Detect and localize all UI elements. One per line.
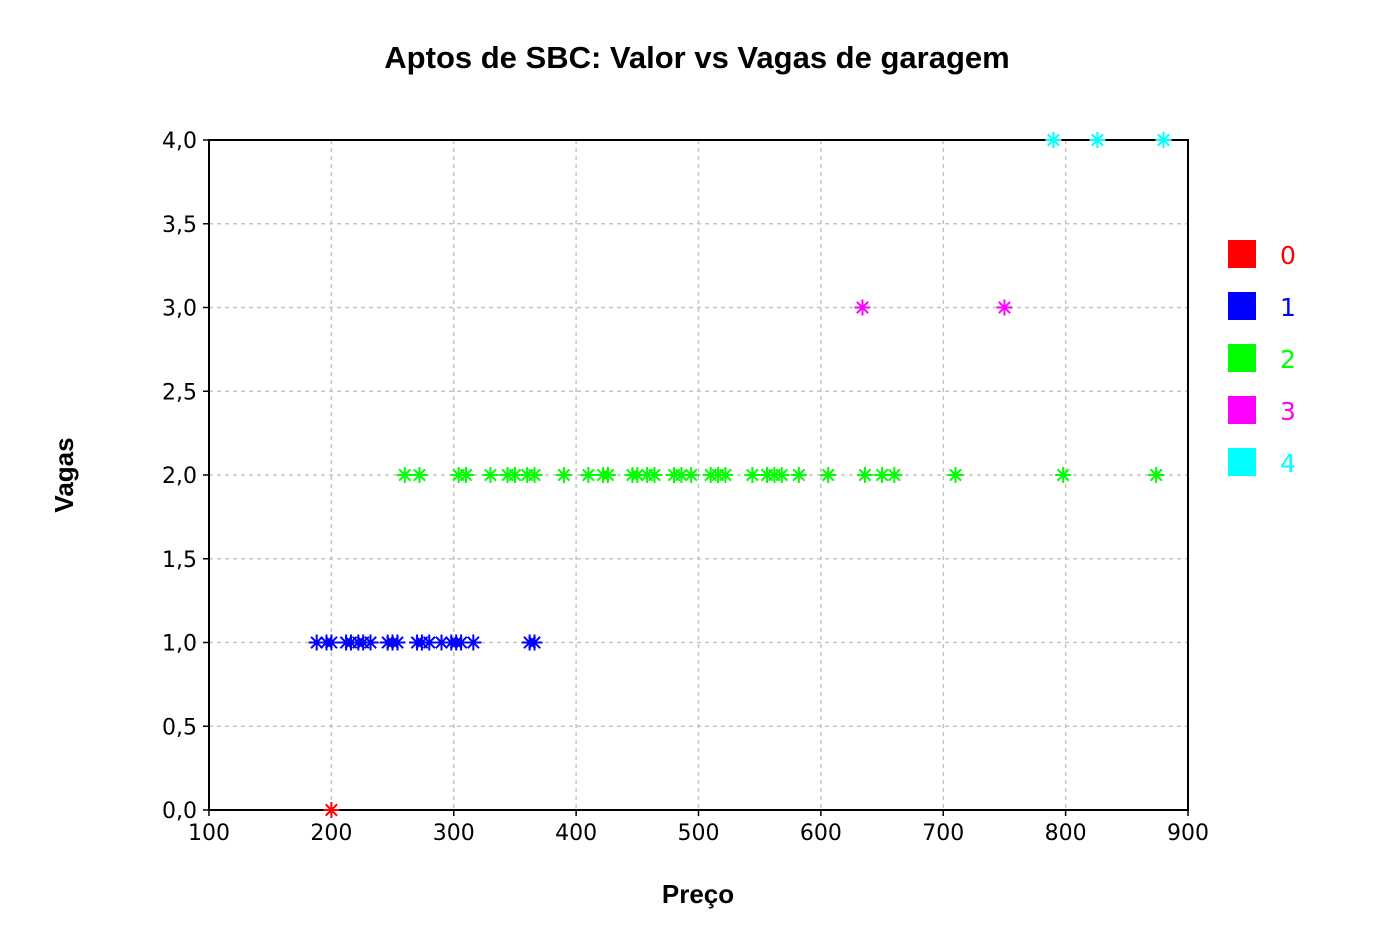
x-tick-label: 200	[310, 821, 352, 846]
x-tick-label: 500	[678, 821, 720, 846]
data-point-series-1	[389, 634, 406, 651]
data-point-series-2	[744, 467, 761, 483]
y-tick-label: 2,0	[162, 464, 197, 489]
y-tick-label: 0,5	[162, 715, 197, 740]
legend-item: 4	[1228, 448, 1296, 478]
x-tick-label: 800	[1045, 821, 1087, 846]
chart-title: Aptos de SBC: Valor vs Vagas de garagem	[384, 40, 1009, 75]
data-point-series-2	[482, 467, 499, 483]
y-tick-label: 3,0	[162, 297, 197, 322]
legend-item: 0	[1228, 240, 1296, 270]
legend-item: 1	[1228, 292, 1296, 322]
data-point-series-2	[717, 467, 734, 483]
legend-swatch	[1228, 396, 1256, 424]
x-tick-label: 700	[922, 821, 964, 846]
x-tick-label: 600	[800, 821, 842, 846]
legend-label: 2	[1280, 345, 1296, 374]
data-point-series-2	[599, 467, 616, 483]
data-point-series-1	[362, 634, 379, 651]
y-tick-label: 0,0	[162, 799, 197, 824]
data-point-series-3	[854, 299, 871, 316]
y-axis-ticks: 0,0 0,5 1,0 1,5 2,0 2,5 3,0 3,5 4,0	[162, 129, 209, 824]
data-point-series-2	[580, 467, 597, 483]
data-point-series-4	[1089, 132, 1106, 148]
data-point-series-2	[790, 467, 807, 483]
data-point-series-2	[646, 467, 663, 483]
legend-swatch	[1228, 240, 1256, 268]
x-axis-ticks: 100 200 300 400 500 600 700 800 900	[188, 810, 1209, 846]
data-point-series-2	[820, 467, 837, 483]
data-point-series-3	[996, 299, 1013, 316]
legend: 0 1 2 3 4	[1228, 240, 1296, 478]
y-tick-label: 2,5	[162, 380, 197, 405]
legend-swatch	[1228, 448, 1256, 476]
data-point-series-2	[457, 467, 474, 483]
data-point-series-2	[411, 467, 428, 483]
x-tick-label: 100	[188, 821, 230, 846]
data-point-series-2	[555, 467, 572, 483]
data-point-series-2	[947, 467, 964, 483]
x-tick-label: 400	[555, 821, 597, 846]
data-point-series-4	[1045, 132, 1062, 148]
data-point-series-0	[323, 802, 340, 818]
legend-label: 3	[1280, 397, 1296, 426]
data-point-series-4	[1155, 132, 1172, 148]
y-tick-label: 3,5	[162, 213, 197, 238]
data-point-series-1	[526, 634, 543, 651]
data-point-series-2	[856, 467, 873, 483]
data-point-series-2	[683, 467, 700, 483]
data-points	[308, 132, 1172, 818]
x-tick-label: 300	[433, 821, 475, 846]
y-tick-label: 1,5	[162, 548, 197, 573]
legend-swatch	[1228, 344, 1256, 372]
data-point-series-1	[465, 634, 482, 651]
x-axis-label: Preço	[662, 879, 734, 909]
data-point-series-1	[323, 634, 340, 651]
y-tick-label: 4,0	[162, 129, 197, 154]
legend-item: 3	[1228, 396, 1296, 426]
y-tick-label: 1,0	[162, 632, 197, 657]
x-tick-label: 900	[1167, 821, 1209, 846]
data-point-series-2	[1148, 467, 1165, 483]
data-point-series-2	[526, 467, 543, 483]
legend-label: 1	[1280, 293, 1296, 322]
data-point-series-2	[773, 467, 790, 483]
legend-swatch	[1228, 292, 1256, 320]
data-point-series-2	[673, 467, 690, 483]
legend-item: 2	[1228, 344, 1296, 374]
data-point-series-2	[1055, 467, 1072, 483]
legend-label: 0	[1280, 241, 1296, 270]
data-point-series-2	[396, 467, 413, 483]
data-point-series-2	[886, 467, 903, 483]
legend-label: 4	[1280, 449, 1296, 478]
y-axis-label: Vagas	[49, 437, 79, 512]
